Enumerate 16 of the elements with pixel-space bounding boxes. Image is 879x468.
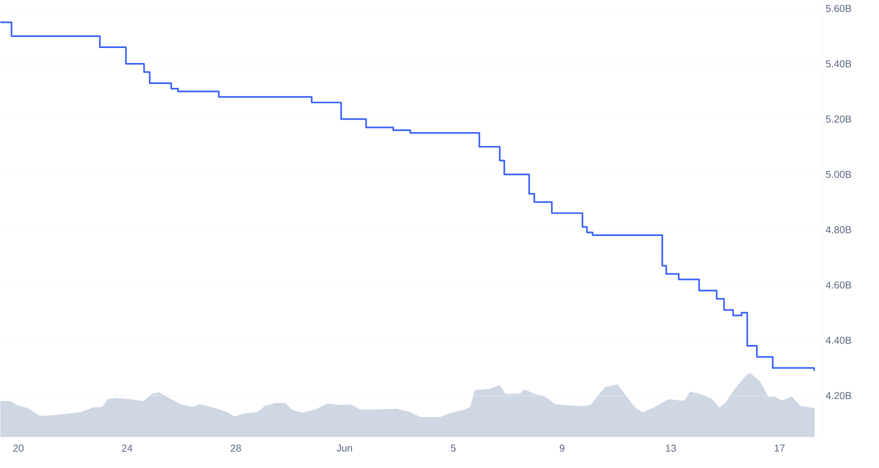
y-tick-label: 4.40B [826, 336, 852, 344]
y-tick-label: 4.60B [826, 281, 852, 289]
x-tick-label: Jun [336, 444, 352, 452]
y-tick-label: 5.20B [826, 116, 852, 123]
y-tick-label: 4.80B [826, 226, 852, 234]
y-tick-label: 5.60B [826, 4, 852, 12]
x-tick-label: 5 [450, 444, 456, 452]
x-tick-label: 13 [666, 444, 676, 452]
x-tick-label: 20 [13, 444, 24, 452]
x-tick-label: 24 [122, 444, 132, 452]
y-tick-label: 5.40B [826, 60, 852, 68]
x-tick-label: 9 [560, 444, 564, 452]
x-tick-label: 28 [230, 444, 241, 452]
y-tick-label: 5.00B [826, 170, 852, 178]
x-tick-label: 17 [774, 444, 785, 452]
y-tick-label: 4.20B [826, 392, 852, 400]
